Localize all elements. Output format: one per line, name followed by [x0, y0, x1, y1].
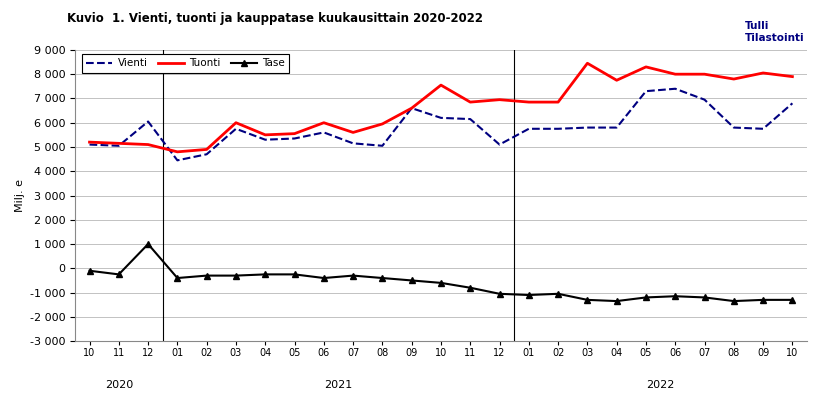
Text: 2022: 2022 — [646, 380, 675, 390]
Text: 2020: 2020 — [105, 380, 133, 390]
Text: 2021: 2021 — [324, 380, 353, 390]
Legend: Vienti, Tuonti, Tase: Vienti, Tuonti, Tase — [82, 54, 290, 73]
Y-axis label: Milj. e: Milj. e — [15, 179, 25, 212]
Text: Tulli
Tilastointi: Tulli Tilastointi — [745, 21, 805, 43]
Text: Kuvio  1. Vienti, tuonti ja kauppatase kuukausittain 2020-2022: Kuvio 1. Vienti, tuonti ja kauppatase ku… — [67, 12, 483, 25]
